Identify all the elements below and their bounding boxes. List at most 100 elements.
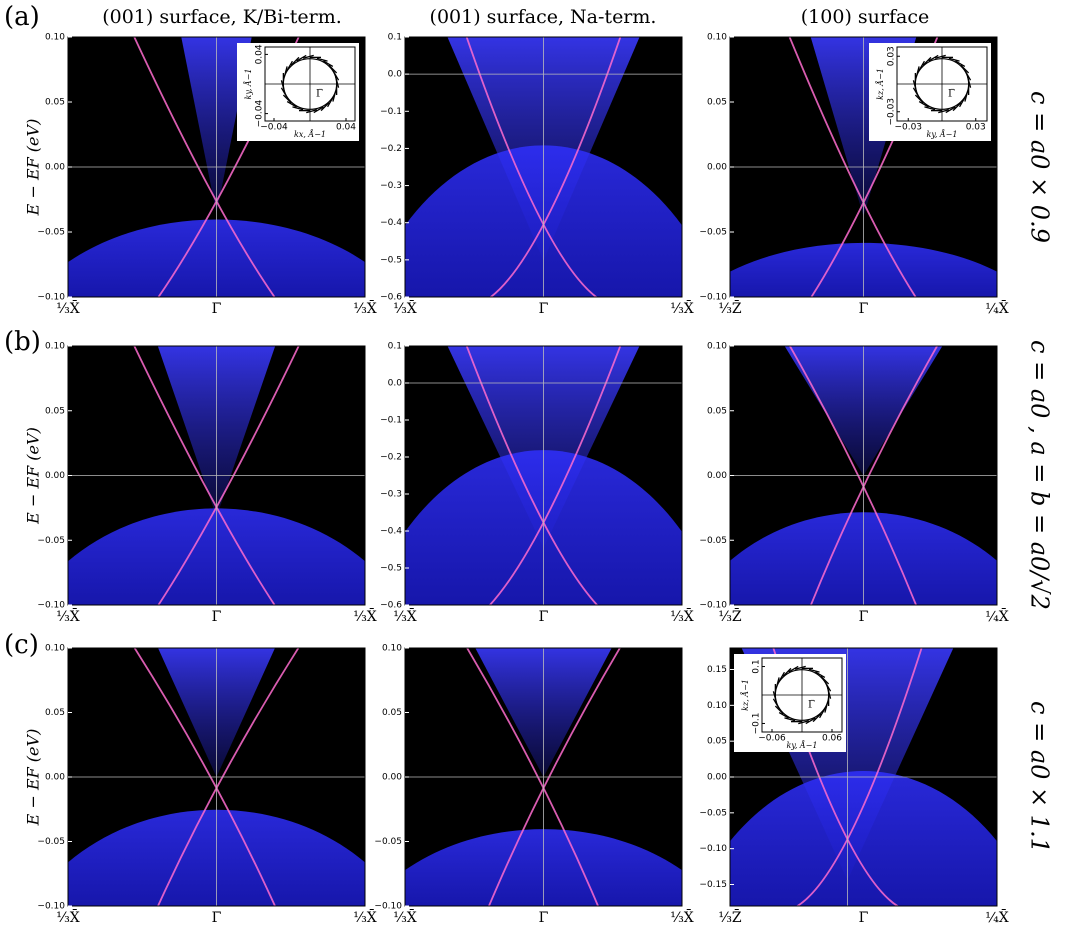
y-tick-label: −0.1 — [380, 107, 402, 117]
spin-arrow — [322, 60, 334, 67]
spin-arrow — [914, 94, 924, 104]
spin-arrow — [772, 691, 777, 703]
spin-arrow — [313, 106, 324, 114]
y-tick-label: −0.05 — [374, 837, 402, 847]
inset-center-label: Γ̄ — [808, 700, 815, 711]
inset-bg — [869, 43, 991, 141]
y-tick-label: −0.05 — [37, 228, 65, 238]
spin-arrow — [316, 57, 328, 62]
x-tick-label: ⅓X̄ — [393, 607, 417, 625]
surface-state — [795, 648, 923, 906]
x-tick-label: ⅓X̄ — [56, 607, 80, 625]
y-tick-label: 0.00 — [45, 163, 65, 173]
spin-arrow — [286, 60, 293, 72]
surface-state — [489, 37, 622, 297]
spin-arrow — [824, 701, 829, 713]
surface-state — [133, 346, 276, 605]
plot-area — [730, 346, 997, 605]
y-tick-label: 0.1 — [388, 33, 402, 43]
y-axis-label: E − EF (eV) — [24, 729, 43, 827]
plot-area — [405, 346, 682, 605]
side-label: c = a0 × 1.1 — [1026, 701, 1054, 853]
y-tick-label: −0.10 — [37, 902, 65, 912]
plot-area — [730, 648, 997, 906]
y-tick-label: −0.4 — [380, 218, 402, 228]
plot-area — [405, 648, 682, 906]
y-tick-label: −0.5 — [380, 564, 402, 574]
x-tick-label: ⅓Z̄ — [718, 607, 742, 625]
spin-arrow — [924, 106, 936, 111]
inset-x-label: kx, Å−1 — [294, 130, 326, 139]
x-tick-label: ¼X̄ — [985, 607, 1009, 625]
spin-arrow — [296, 54, 307, 62]
x-tick-label: ⅓X̄ — [670, 299, 694, 317]
x-tick-label: Γ̄ — [539, 910, 549, 926]
spin-arrow — [774, 705, 784, 715]
spin-arrow — [954, 60, 966, 67]
inset-center-label: Γ̄ — [948, 89, 955, 100]
spin-arrow — [320, 102, 330, 112]
y-tick-label: 0.10 — [45, 644, 65, 654]
y-tick-label: −0.10 — [699, 293, 727, 303]
y-tick-label: 0.00 — [707, 773, 727, 783]
y-tick-label: 0.05 — [707, 406, 727, 416]
spin-arrow — [328, 64, 338, 74]
spin-arrow — [964, 70, 972, 81]
spin-arrow — [778, 712, 790, 719]
y-tick-label: −0.3 — [380, 181, 402, 191]
y-tick-label: −0.10 — [37, 293, 65, 303]
inset-x-tick-label: 0.06 — [822, 734, 842, 744]
inset-x-tick-label: 0.04 — [336, 123, 356, 133]
y-axis-label: E − EF (eV) — [24, 119, 43, 217]
y-tick-label: 0.10 — [707, 33, 727, 43]
inset-y-tick-label: −0.1 — [752, 713, 762, 735]
spin-arrow — [306, 109, 318, 114]
side-label: c = a0 , a = b = a0/√2 — [1026, 340, 1054, 610]
inset-center-label: Γ̄ — [316, 89, 323, 100]
surface-state — [488, 346, 622, 605]
spin-arrow — [820, 675, 830, 685]
y-tick-label: −0.05 — [699, 228, 727, 238]
inset-x-tick-label: −0.06 — [758, 734, 786, 744]
y-tick-label: 0.0 — [388, 379, 403, 389]
spin-arrow — [280, 87, 288, 98]
inset-y-label: kz, Å−1 — [741, 679, 750, 711]
y-tick-label: 0.10 — [707, 701, 727, 711]
y-tick-label: −0.4 — [380, 527, 402, 537]
spin-arrow — [782, 667, 792, 677]
spin-arrow — [922, 56, 932, 66]
y-tick-label: 0.10 — [382, 644, 402, 654]
inset-x-tick-label: −0.03 — [894, 123, 922, 133]
spin-arrow — [964, 90, 969, 102]
y-tick-label: −0.10 — [374, 902, 402, 912]
spin-arrow — [959, 96, 966, 108]
spin-arrow — [798, 720, 810, 725]
spin-arrow — [812, 713, 822, 723]
x-tick-label: Γ̄ — [212, 301, 222, 317]
y-tick-label: −0.10 — [699, 844, 727, 854]
x-tick-label: Γ̄ — [212, 910, 222, 926]
spin-arrow — [335, 76, 340, 88]
x-tick-label: ⅓X̄ — [56, 299, 80, 317]
surface-state — [465, 37, 598, 297]
spin-arrow — [814, 671, 826, 678]
x-tick-label: ⅓X̄ — [56, 908, 80, 926]
y-tick-label: −0.15 — [699, 880, 727, 890]
y-tick-label: 0.0 — [388, 70, 403, 80]
y-tick-label: −0.05 — [37, 536, 65, 546]
surface-state — [157, 346, 300, 605]
x-tick-label: Γ̄ — [859, 301, 869, 317]
row-label: (a) — [4, 2, 40, 32]
x-tick-label: Γ̄ — [212, 609, 222, 625]
spin-arrow — [808, 668, 820, 673]
y-tick-label: −0.6 — [380, 601, 402, 611]
y-tick-label: 0.15 — [707, 665, 727, 675]
spin-arrow — [286, 101, 298, 108]
spin-arrow — [775, 677, 780, 689]
spin-arrow — [952, 102, 962, 112]
y-tick-label: −0.05 — [699, 536, 727, 546]
y-tick-label: 0.00 — [707, 471, 727, 481]
spin-arrow — [960, 64, 970, 74]
spin-arrow — [948, 57, 960, 62]
